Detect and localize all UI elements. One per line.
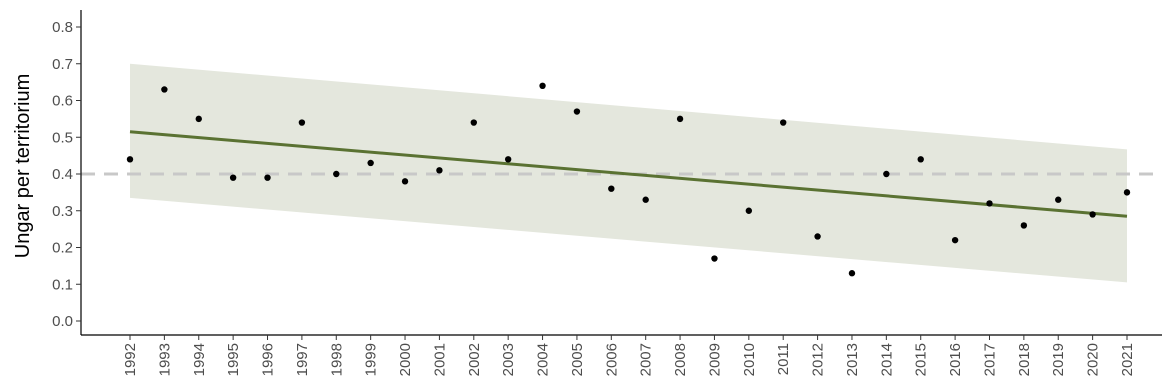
x-tick-label: 1997 xyxy=(294,343,311,376)
x-tick-label: 2000 xyxy=(397,343,414,376)
data-point-2020 xyxy=(1089,211,1096,218)
x-tick-label: 1996 xyxy=(260,343,277,376)
data-point-2008 xyxy=(676,115,684,123)
y-tick-label: 0.4 xyxy=(52,166,73,183)
data-point-1997 xyxy=(298,119,306,126)
x-tick-label: 2007 xyxy=(638,343,655,376)
y-tick-label: 0.2 xyxy=(52,240,73,257)
x-tick-label: 1995 xyxy=(225,343,242,376)
x-tick-label: 2017 xyxy=(981,343,998,376)
x-tick-label: 2016 xyxy=(947,343,964,376)
x-tick-label: 1994 xyxy=(191,343,208,376)
y-tick-label: 0.1 xyxy=(52,276,73,293)
y-tick-label: 0.0 xyxy=(52,313,73,330)
data-point-2014 xyxy=(883,170,890,178)
data-point-2007 xyxy=(642,196,649,203)
data-point-2019 xyxy=(1055,196,1062,203)
data-point-1999 xyxy=(367,159,374,167)
trend-line xyxy=(129,130,1128,218)
x-tick-label: 2020 xyxy=(1085,343,1102,376)
y-axis-ticks: 0.0 0.1 0.2 0.3 0.4 0.5 0.6 0.7 0.8 xyxy=(52,19,81,330)
data-point-2010 xyxy=(745,207,753,214)
data-point-2018 xyxy=(1020,222,1028,229)
data-point-2011 xyxy=(780,119,787,126)
data-point-2013 xyxy=(848,270,856,277)
data-point-1992 xyxy=(126,156,134,163)
x-tick-label: 1993 xyxy=(156,343,173,376)
data-point-1996 xyxy=(264,174,271,181)
data-point-2000 xyxy=(401,178,409,185)
x-tick-label: 2018 xyxy=(1016,343,1033,376)
y-axis-title: Ungar per territorium xyxy=(12,74,34,259)
data-point-2004 xyxy=(539,82,546,90)
y-tick-label: 0.7 xyxy=(52,56,73,73)
x-tick-label: 1999 xyxy=(363,343,380,376)
data-point-2003 xyxy=(504,156,512,163)
y-tick-label: 0.5 xyxy=(52,129,73,146)
data-point-2021 xyxy=(1123,189,1131,196)
data-points-layer xyxy=(126,82,1131,277)
x-tick-label: 2001 xyxy=(431,343,448,376)
data-point-1993 xyxy=(161,86,168,93)
x-tick-label: 2015 xyxy=(913,343,930,376)
data-point-1998 xyxy=(333,170,340,178)
x-tick-label: 1992 xyxy=(122,343,139,376)
x-tick-label: 2004 xyxy=(535,343,552,376)
x-tick-label: 2002 xyxy=(466,343,483,376)
data-point-2009 xyxy=(711,255,718,262)
y-tick-label: 0.8 xyxy=(52,19,73,36)
y-tick-label: 0.6 xyxy=(52,93,73,110)
data-point-1994 xyxy=(195,115,202,123)
data-point-2012 xyxy=(814,233,821,240)
data-point-2017 xyxy=(986,200,993,207)
data-point-2006 xyxy=(608,185,615,192)
x-tick-label: 1998 xyxy=(328,343,345,376)
x-axis-ticks: 1992 1993 1994 1995 1996 1997 1998 1999 2000 2001… xyxy=(122,335,1136,376)
data-point-2005 xyxy=(573,108,581,115)
trend-line-layer xyxy=(129,130,1128,218)
x-tick-label: 2005 xyxy=(569,343,586,376)
x-tick-label: 2006 xyxy=(603,343,620,376)
x-tick-label: 2003 xyxy=(500,343,517,376)
x-tick-label: 2014 xyxy=(878,343,895,376)
y-tick-label: 0.3 xyxy=(52,203,73,220)
data-point-2016 xyxy=(951,236,959,244)
x-tick-label: 2021 xyxy=(1119,343,1136,376)
data-point-2001 xyxy=(436,167,443,174)
x-tick-label: 2010 xyxy=(741,343,758,376)
x-tick-label: 2009 xyxy=(706,343,723,376)
x-tick-label: 2019 xyxy=(1050,343,1067,376)
x-tick-label: 2013 xyxy=(844,343,861,376)
x-tick-label: 2008 xyxy=(672,343,689,376)
data-point-1995 xyxy=(229,174,237,181)
data-point-2002 xyxy=(470,119,477,126)
data-point-2015 xyxy=(917,156,924,163)
x-tick-label: 2012 xyxy=(810,343,827,376)
x-tick-label: 2011 xyxy=(775,343,792,375)
